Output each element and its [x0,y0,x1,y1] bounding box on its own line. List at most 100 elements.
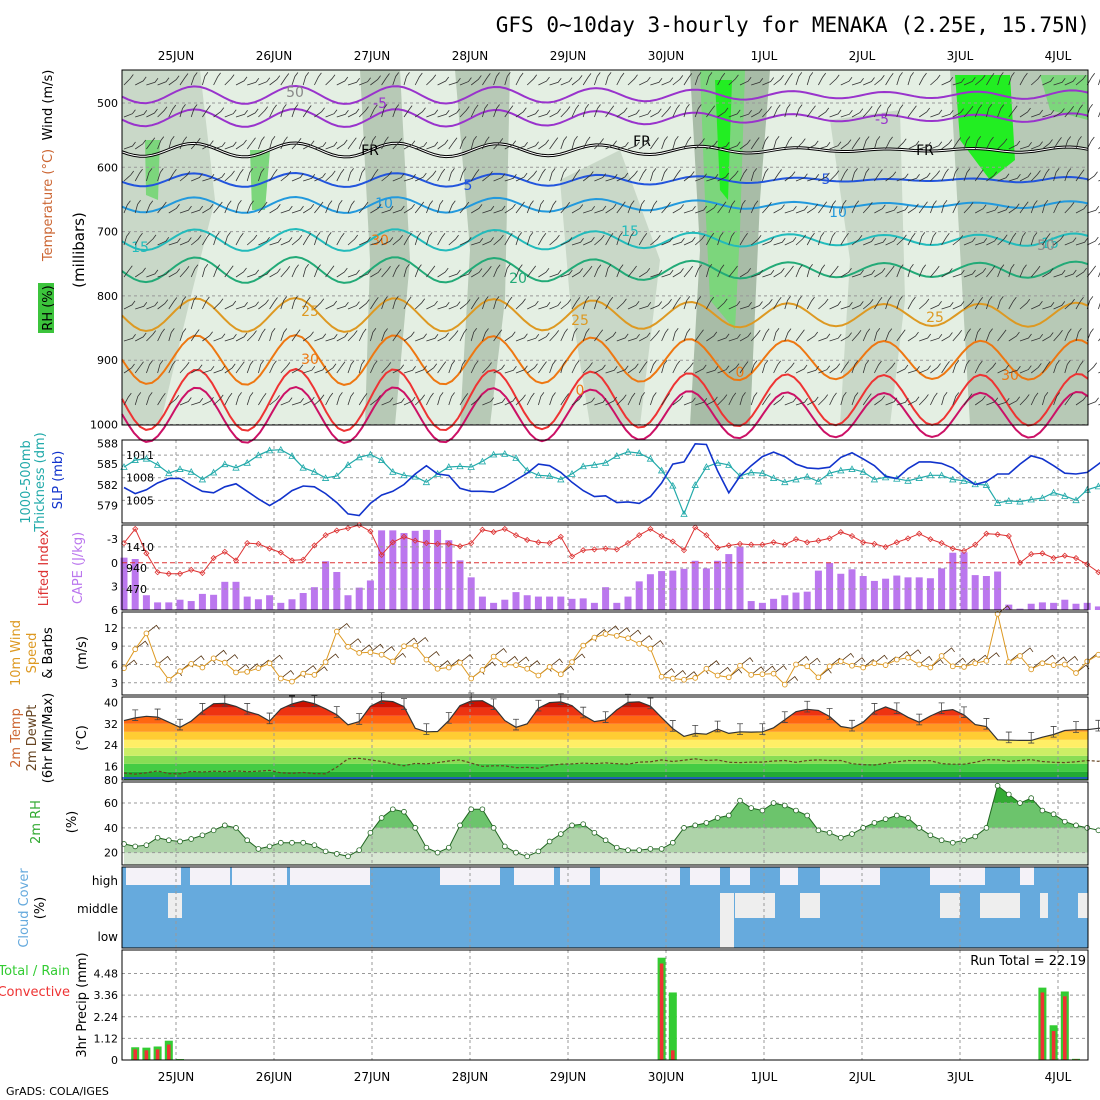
temp-band [124,700,1088,708]
wind-speed-marker [557,671,564,678]
wind-barb [907,232,916,246]
lifted-index-marker [1050,554,1057,562]
wind-barb [986,362,997,374]
wind-speed-marker [961,664,967,670]
wind-barb [168,268,181,278]
wind-barb [448,269,461,278]
wind-barb [246,168,254,182]
wind-barb [224,300,237,310]
wind-barb [246,234,258,246]
thickness-marker [165,469,173,477]
cape-bar [568,598,576,610]
temp-minmax-bar [1028,731,1035,744]
wind-barb [1053,360,1060,374]
rh-marker [893,812,900,819]
wind-barb [829,333,842,342]
wind-barb [1008,331,1020,342]
lifted-index-marker [322,532,329,539]
rh-shade-region [955,75,1015,180]
lifted-index-marker [232,557,240,564]
wind-speed-marker [725,674,732,681]
wind-barb [359,269,372,278]
wind-barb [795,329,805,342]
wind-barb [358,106,369,118]
wind-barb [851,392,859,406]
wind-barb [807,396,819,406]
temp-unit: (°C) [75,725,90,751]
wind-barb [336,267,348,278]
temp-minmax-bar [445,712,452,724]
rh-marker [860,825,866,831]
lifted-index-marker [188,566,195,573]
wind-barb [336,139,348,150]
wind-barb [1053,78,1066,86]
wind-barb [403,203,415,214]
wind-barb [235,168,244,182]
wind-barb [325,300,338,310]
wind-barb [303,174,316,182]
wind-barb [135,76,147,86]
wind-barb [381,171,392,182]
lifted-index-marker [456,543,464,550]
wind-barb [303,365,316,374]
rh2m-unit: (%) [65,811,80,834]
lifted-index-marker [848,532,856,540]
wind-barb [728,200,736,214]
thickness-marker [859,467,867,475]
temp-minmax-bar [625,693,631,706]
date-label-bottom: 26JUN [256,1070,293,1084]
cloud-label: Cloud Cover [17,868,32,948]
lifted-index-marker [770,539,777,546]
wind-barb [213,365,226,374]
thickness-marker [680,510,688,517]
cape-bar [120,557,128,610]
wind-barb [437,302,450,310]
wind-speed-marker [602,631,609,637]
wind-barb [739,392,746,406]
lifted-index-marker [714,544,721,551]
wind-barb [1042,200,1049,214]
wind-barb [851,168,858,182]
wind-barb [426,334,439,342]
thickness-label-2: Thickness (dm) [33,432,48,532]
wind-barb [504,366,517,374]
lifted-index-marker [199,569,206,577]
wind-barb [750,137,760,150]
thickness-marker [657,466,666,474]
wind-barb [370,136,377,150]
wind-barb [1042,77,1054,86]
wind-barb [661,168,668,182]
wind-barb [694,296,702,310]
wind-barb [1008,140,1021,150]
wind-barb [683,237,696,246]
wind-barb [224,109,237,118]
rh-marker [255,846,262,852]
date-label-bottom: 30JUN [648,1070,685,1084]
thickness-marker [613,452,621,459]
rh-marker [177,838,183,845]
thickness-marker [366,450,375,458]
wind-barb [717,172,730,182]
wind-barb [504,331,516,342]
temp-minmax-bar [535,699,542,712]
wind-barb [325,334,338,342]
rh-marker [132,843,139,850]
temp-band [124,747,1088,756]
cloud-gap-mid [1078,893,1088,918]
wind-barb-10m [314,666,328,676]
wind-barb [773,136,780,150]
rh-marker [300,839,307,846]
wind-barb [986,205,999,214]
wind-barb [414,72,423,86]
wind-barb [157,168,164,182]
contour-label: 15 [621,224,639,240]
wind-barb [896,398,909,406]
wind-barb [314,333,327,342]
lifted-index-marker [647,525,654,533]
wind-barb [1030,265,1041,278]
wind-barb [974,395,986,406]
lifted-index-tick: 6 [111,604,118,617]
lifted-index-marker [837,529,844,536]
lifted-index-marker [468,540,475,547]
wind-barb [571,75,583,86]
